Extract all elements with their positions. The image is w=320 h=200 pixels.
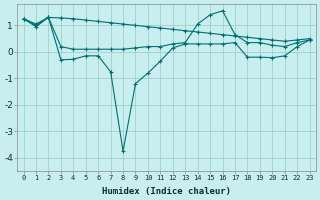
X-axis label: Humidex (Indice chaleur): Humidex (Indice chaleur) (102, 187, 231, 196)
